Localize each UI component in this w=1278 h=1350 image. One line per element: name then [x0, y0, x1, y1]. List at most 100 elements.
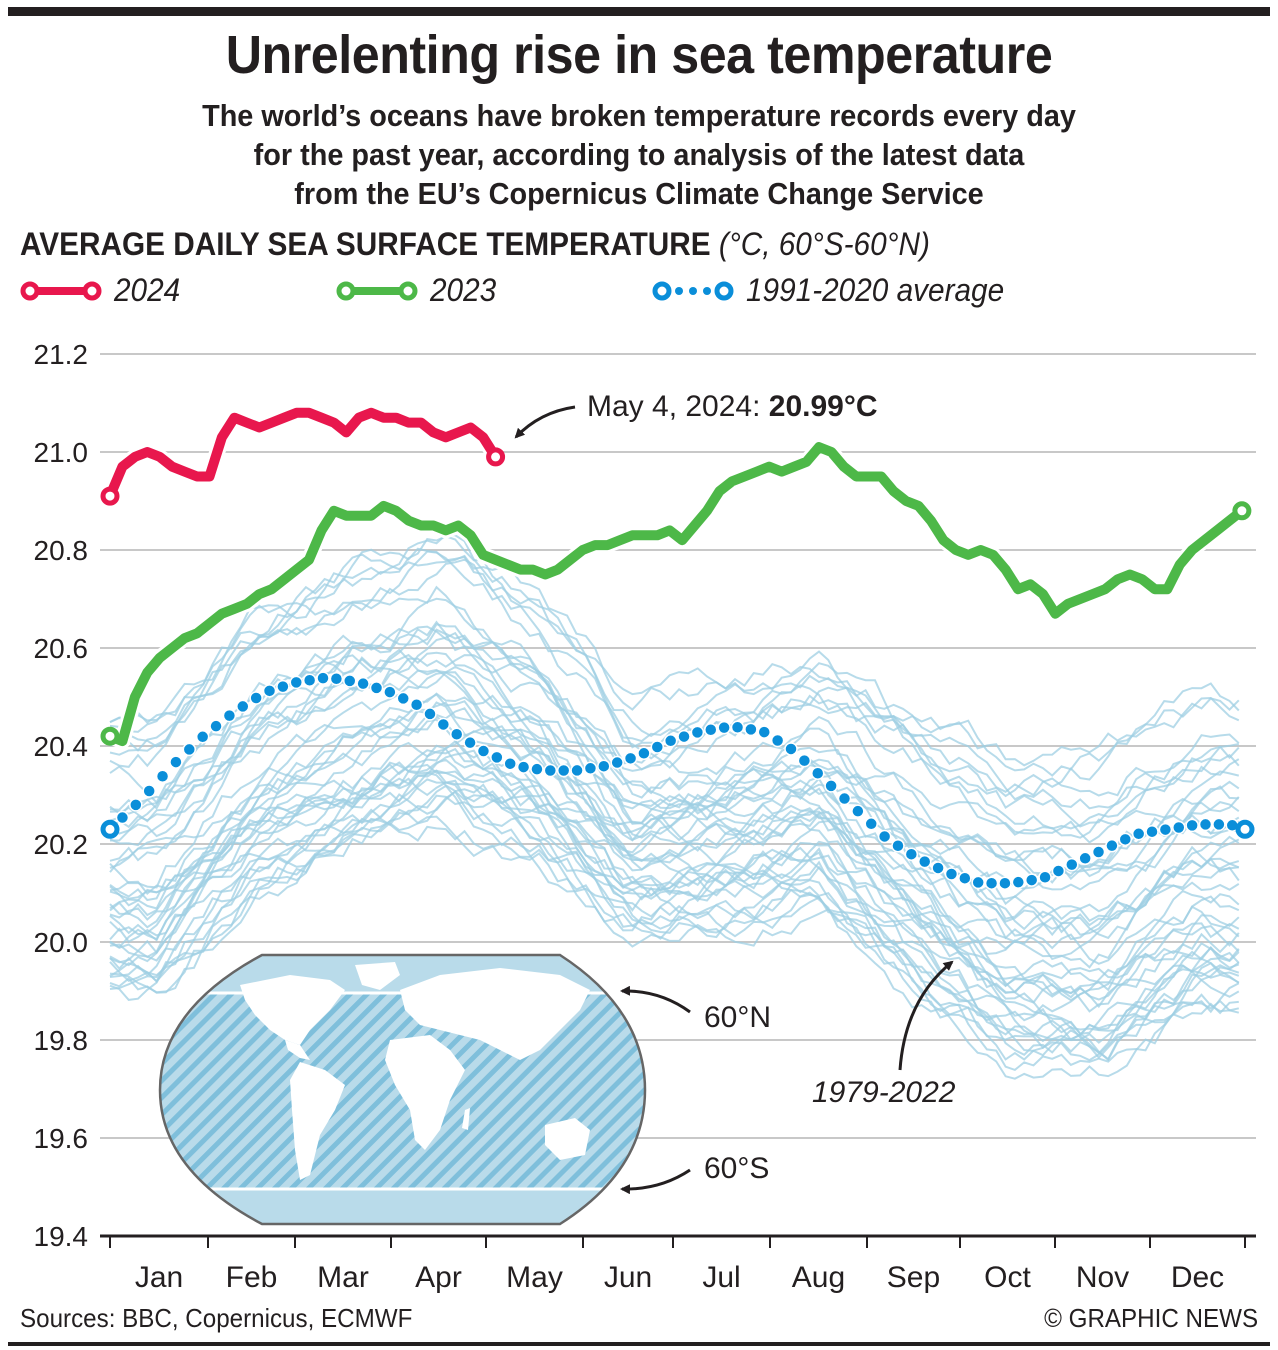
- top-rule: [8, 7, 1270, 16]
- legend-label-average: 1991-2020 average: [746, 272, 1005, 308]
- average-dot: [329, 672, 344, 686]
- y-tick-label: 20.2: [34, 829, 89, 860]
- subtitle: The world’s oceans have broken temperatu…: [45, 96, 1234, 213]
- historic-year-line: [109, 671, 1240, 969]
- x-tick-label: Apr: [415, 1261, 462, 1294]
- latest-value: 20.99°C: [769, 390, 878, 423]
- average-dot: [824, 779, 838, 793]
- historic-year-line: [109, 741, 1240, 998]
- average-dot: [998, 876, 1012, 890]
- legend-line-2023-icon: [336, 281, 418, 300]
- average-dot: [597, 759, 611, 773]
- average-dot: [169, 755, 183, 769]
- series-2024-endpoint: [486, 447, 506, 467]
- historic-year-line: [109, 671, 1240, 937]
- eurasia: [400, 968, 590, 1060]
- australia: [545, 1118, 590, 1160]
- y-tick-label: 20.6: [34, 633, 89, 664]
- average-dot: [436, 717, 451, 732]
- label-60s: 60°S: [704, 1152, 769, 1185]
- series-2024-line: [105, 407, 501, 502]
- historic-year-line: [109, 763, 1240, 1041]
- average-dot: [744, 722, 758, 737]
- average-dot: [1105, 838, 1119, 853]
- average-dot: [1131, 827, 1146, 841]
- chart-heading: AVERAGE DAILY SEA SURFACE TEMPERATURE (°…: [20, 226, 930, 263]
- subtitle-line-2: for the past year, according to analysis…: [253, 137, 1025, 172]
- subtitle-line-1: The world’s oceans have broken temperatu…: [202, 98, 1076, 133]
- average-dot: [1091, 845, 1106, 859]
- average-dot: [449, 727, 464, 741]
- historic-year-line: [109, 784, 1240, 1080]
- average-dot: [1011, 875, 1026, 889]
- x-tick-label: Nov: [1076, 1261, 1129, 1294]
- map-border: [158, 953, 647, 1226]
- historic-year-line: [109, 701, 1239, 940]
- average-dot: [637, 746, 651, 761]
- average-dot: [249, 691, 263, 705]
- label-latest-value: May 4, 2024: 20.99°C: [587, 390, 878, 423]
- historic-year-line: [109, 547, 1240, 777]
- madagascar: [462, 1108, 470, 1130]
- historic-year-line: [109, 535, 1240, 798]
- legend: 2024 2023 1991-2020 average: [0, 272, 1278, 312]
- africa: [385, 1035, 465, 1150]
- historic-year-line: [109, 740, 1240, 992]
- average-dot: [851, 804, 865, 818]
- historic-year-line: [109, 794, 1240, 1062]
- page-title: Unrelenting rise in sea temperature: [225, 25, 1053, 85]
- historic-year-line: [109, 761, 1240, 1035]
- average-endpoint: [100, 819, 120, 839]
- average-dot: [129, 798, 143, 812]
- average-dot: [316, 671, 330, 685]
- series-2024-endpoint: [100, 486, 120, 506]
- average-dot: [931, 861, 945, 875]
- average-dot: [904, 847, 919, 861]
- average-dot: [476, 744, 491, 758]
- average-dot: [195, 730, 210, 744]
- x-axis: Jan Feb Mar Apr May Jun Jul Aug Sep Oct Nov Dec: [100, 1234, 1256, 1294]
- x-tick-label: Dec: [1171, 1261, 1224, 1294]
- average-dot: [490, 750, 504, 765]
- series-2023-line: [105, 442, 1247, 747]
- average-dot: [944, 867, 959, 881]
- y-axis-ticks: 21.2 21.0 20.8 20.6 20.4 20.2 20.0 19.8 19.6 19.4: [34, 339, 89, 1252]
- average-dot: [917, 854, 932, 869]
- average-dot: [837, 791, 852, 806]
- series-2024: [100, 404, 506, 506]
- series-average: [100, 671, 1255, 890]
- average-dot: [650, 740, 665, 754]
- series-2023: [100, 439, 1252, 750]
- average-dot: [984, 876, 999, 890]
- average-dot: [623, 751, 638, 766]
- historic-year-line: [109, 585, 1240, 810]
- average-dot: [356, 676, 370, 691]
- average-dot: [383, 685, 397, 699]
- arrow-60s-icon: [620, 1168, 691, 1195]
- arrow-latest-icon: [514, 405, 576, 439]
- legend-item-2023: 2023: [336, 272, 501, 309]
- legend-item-2024: 2024: [20, 272, 185, 309]
- average-dot: [463, 735, 477, 750]
- central-america: [285, 1040, 310, 1060]
- historic-year-line: [109, 778, 1240, 1061]
- average-dot: [115, 810, 130, 825]
- average-dot: [690, 725, 705, 740]
- average-dot: [757, 725, 772, 739]
- world-map-inset: [158, 953, 647, 1226]
- average-dot: [396, 691, 410, 706]
- y-tick-label: 21.2: [34, 339, 89, 370]
- greenland: [355, 962, 400, 990]
- average-endpoint: [1235, 819, 1255, 839]
- average-dot: [556, 763, 571, 778]
- average-dot: [1185, 818, 1199, 833]
- y-tick-label: 21.0: [34, 437, 89, 468]
- average-dot: [730, 720, 745, 735]
- average-dot: [784, 742, 798, 756]
- y-tick-label: 19.8: [34, 1025, 89, 1056]
- average-dot: [1212, 817, 1226, 832]
- average-dot: [369, 681, 384, 695]
- x-tick-label: May: [506, 1261, 563, 1294]
- average-dot: [409, 697, 424, 712]
